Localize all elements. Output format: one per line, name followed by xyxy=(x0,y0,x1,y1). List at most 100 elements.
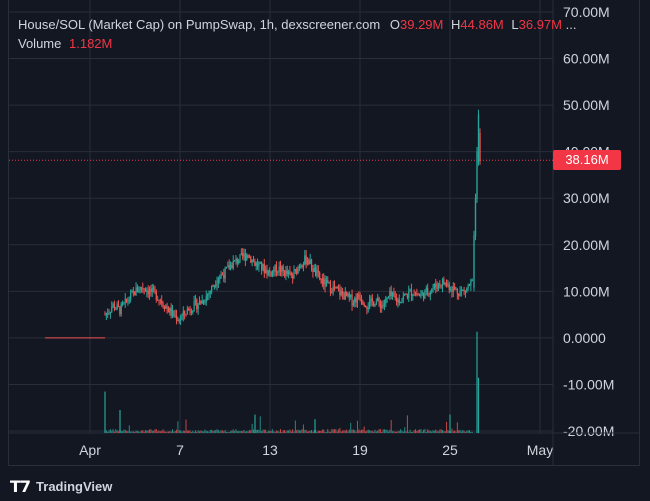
volume-bar xyxy=(406,415,408,433)
y-tick-label: 70.00M xyxy=(563,4,610,20)
candle-body xyxy=(211,285,213,292)
y-tick-label: 10.00M xyxy=(563,283,610,299)
candle-body xyxy=(382,305,384,307)
volume-bar xyxy=(290,431,292,433)
candle-body xyxy=(370,298,372,301)
volume-bar xyxy=(404,427,406,433)
candle-body xyxy=(460,289,462,292)
y-tick-label: 60.00M xyxy=(563,51,610,67)
volume-bar xyxy=(176,429,178,433)
volume-bar xyxy=(234,431,236,433)
candle-body xyxy=(104,314,106,316)
candle-body xyxy=(223,274,225,279)
volume-bar xyxy=(405,431,407,433)
candle-body xyxy=(418,294,421,297)
volume-bar xyxy=(374,429,376,433)
volume-bar xyxy=(235,429,237,433)
volume-bar xyxy=(419,429,421,433)
volume-bar xyxy=(178,430,180,433)
volume-bar xyxy=(242,431,244,433)
candle-body xyxy=(225,267,228,269)
candle-body xyxy=(146,290,148,292)
candle-body xyxy=(331,291,333,293)
candle-body xyxy=(425,287,427,290)
candle-body xyxy=(390,291,392,296)
volume-bar xyxy=(307,431,308,433)
candle-body xyxy=(290,272,292,276)
volume-bar xyxy=(324,431,326,433)
candle-body xyxy=(321,279,323,285)
volume-bar xyxy=(362,429,364,433)
candle-body xyxy=(296,269,298,274)
candle-body xyxy=(200,300,202,304)
volume-value: 1.182M xyxy=(69,36,113,51)
volume-bar xyxy=(471,431,473,433)
candle-body xyxy=(278,266,280,272)
candle-body xyxy=(256,262,259,267)
candle-body xyxy=(169,307,171,313)
volume-bar xyxy=(338,429,340,433)
candle-body xyxy=(151,287,153,292)
volume-bar xyxy=(132,431,134,433)
candle-body xyxy=(367,307,369,310)
volume-bar xyxy=(421,431,423,433)
candle-body xyxy=(374,304,376,306)
volume-bar xyxy=(145,430,146,433)
volume-bar xyxy=(151,430,153,433)
candle-body xyxy=(292,275,294,279)
volume-bar xyxy=(458,430,460,433)
volume-bar xyxy=(443,431,445,433)
candle-body xyxy=(271,270,273,276)
candle-body xyxy=(198,300,201,305)
candle-body xyxy=(467,285,469,289)
volume-bar xyxy=(153,430,155,433)
candle-body xyxy=(157,299,159,301)
candle-body xyxy=(379,302,381,309)
volume-bar xyxy=(259,416,261,433)
candle-body xyxy=(262,264,264,270)
tradingview-logo[interactable]: T7 TradingView xyxy=(10,476,112,496)
volume-bar xyxy=(196,431,198,433)
volume-bar xyxy=(138,431,140,433)
candle-body xyxy=(302,264,305,267)
volume-bar xyxy=(320,430,322,433)
volume-bar xyxy=(347,431,349,433)
candle-body xyxy=(385,298,387,304)
volume-bar xyxy=(334,429,335,433)
volume-bar xyxy=(163,431,165,433)
candle-body xyxy=(428,293,430,295)
volume-bar xyxy=(134,431,136,433)
volume-bar xyxy=(455,431,457,433)
volume-bar xyxy=(269,430,271,433)
candle-body xyxy=(236,258,238,264)
candle-body xyxy=(468,285,471,287)
candle-body xyxy=(410,289,413,296)
candle-body xyxy=(317,270,319,273)
legend-more[interactable]: ... xyxy=(565,17,577,32)
candle-body xyxy=(166,306,168,309)
volume-bar xyxy=(451,428,453,433)
chart-border xyxy=(8,0,640,466)
candle-body xyxy=(215,285,217,287)
volume-bar xyxy=(189,430,191,433)
volume-bar xyxy=(274,431,276,433)
volume-bar xyxy=(204,429,206,433)
volume-bar xyxy=(165,431,167,433)
candle-body xyxy=(113,303,116,310)
volume-bar xyxy=(296,430,298,433)
volume-bar xyxy=(452,431,454,433)
volume-bar xyxy=(308,431,310,433)
candle-body xyxy=(433,283,435,288)
candle-body xyxy=(109,311,111,314)
candle-body xyxy=(319,272,321,279)
volume-bar xyxy=(464,431,466,433)
volume-bar xyxy=(215,429,217,433)
volume-bar xyxy=(109,429,111,433)
candle-body xyxy=(423,292,425,299)
volume-bar xyxy=(398,430,400,433)
candle-body xyxy=(250,256,252,263)
volume-bar xyxy=(388,431,389,433)
candle-body xyxy=(424,289,426,299)
